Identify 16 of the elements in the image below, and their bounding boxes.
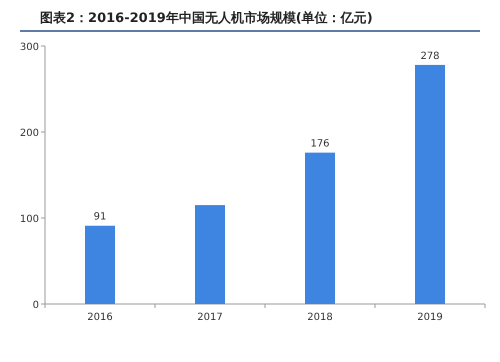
x-tick-label: 2016 xyxy=(87,312,113,323)
y-tick-label: 100 xyxy=(20,214,39,225)
y-tick-label: 0 xyxy=(32,300,39,311)
data-label: 176 xyxy=(310,138,330,150)
bar xyxy=(415,64,445,304)
x-tick-label: 2018 xyxy=(307,312,333,323)
chart-title: 图表2：2016-2019年中国无人机市场规模(单位：亿元) xyxy=(40,10,373,26)
data-label: 278 xyxy=(420,50,440,62)
x-tick-label: 2019 xyxy=(417,312,443,323)
bar xyxy=(85,226,115,304)
data-label: 91 xyxy=(94,212,106,223)
y-tick-label: 300 xyxy=(20,42,39,53)
bar xyxy=(305,152,335,304)
bar xyxy=(195,205,225,304)
x-tick-label: 2017 xyxy=(197,312,223,323)
y-tick-label: 200 xyxy=(20,128,39,139)
